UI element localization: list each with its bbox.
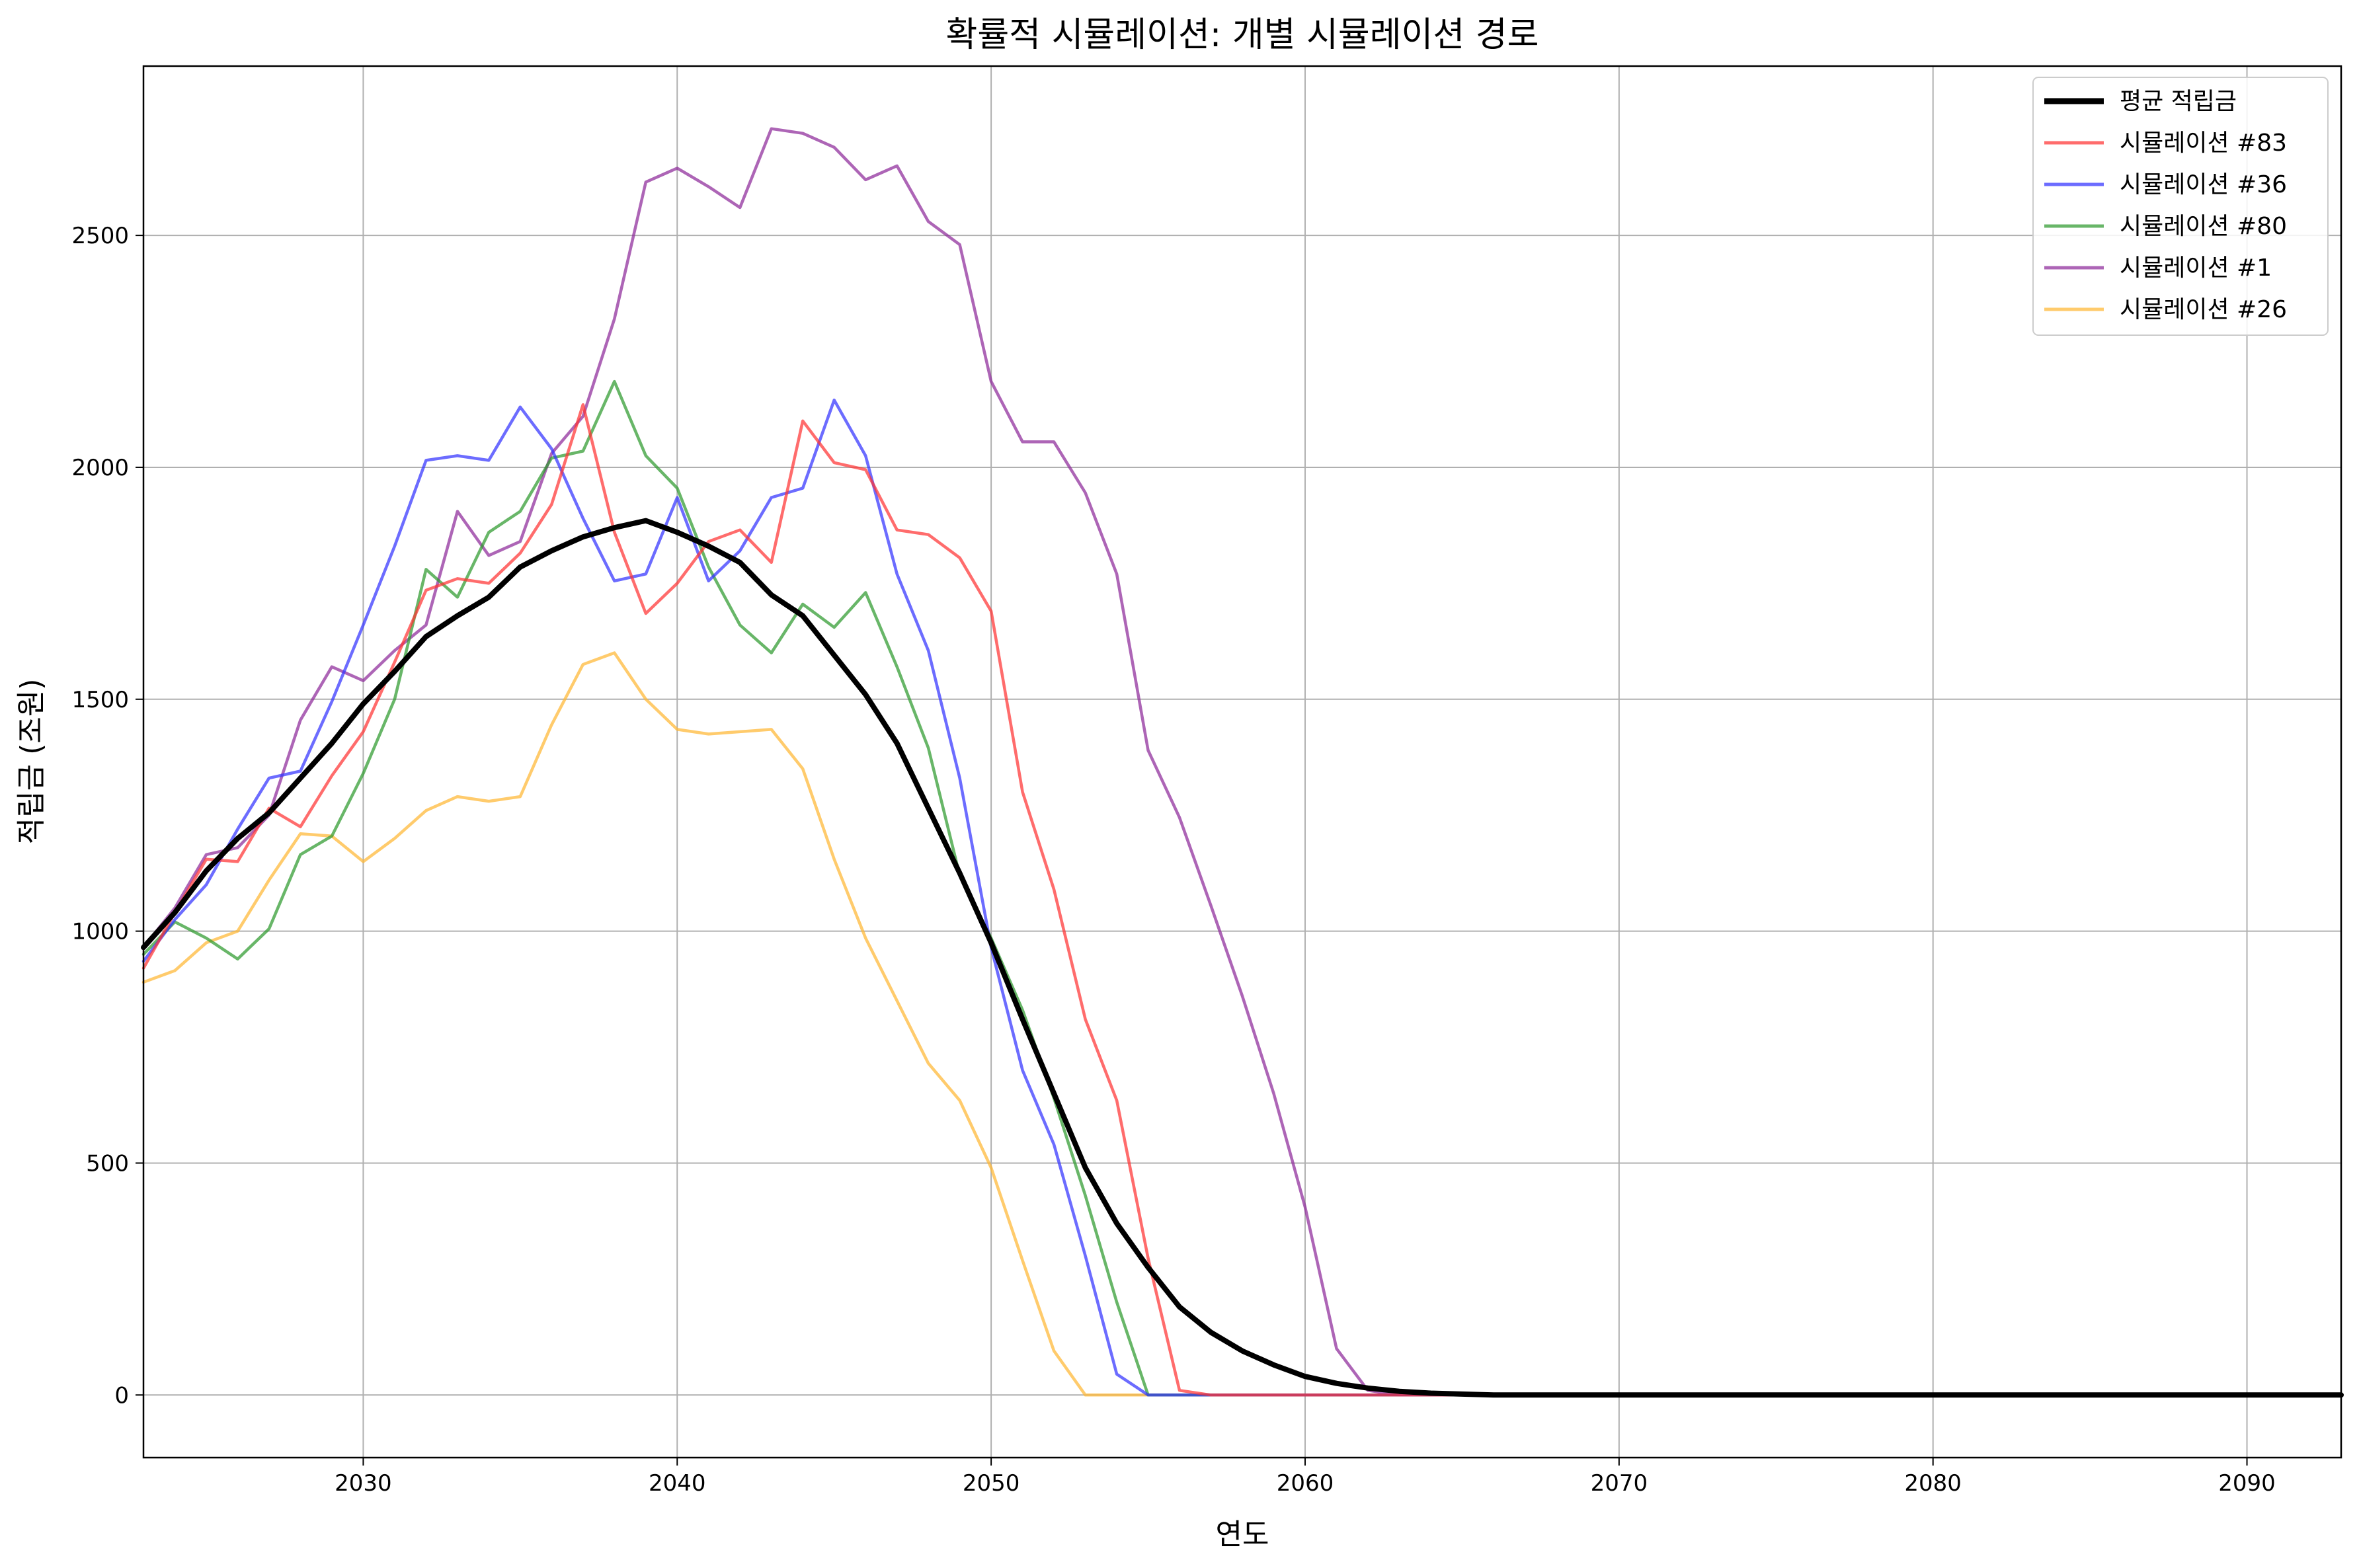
plot-frame bbox=[142, 65, 2342, 1459]
series-line-5 bbox=[141, 651, 2343, 1397]
y-tick-label: 1000 bbox=[71, 919, 129, 945]
series-line-0 bbox=[141, 518, 2344, 1398]
x-tick-label: 2050 bbox=[963, 1470, 1020, 1497]
x-tick-label: 2090 bbox=[2218, 1470, 2276, 1497]
y-tick-label: 0 bbox=[114, 1382, 129, 1409]
x-tick-label: 2040 bbox=[649, 1470, 706, 1497]
legend-label-5: 시뮬레이션 #26 bbox=[2120, 296, 2287, 323]
chart-title: 확률적 시뮬레이션: 개별 시뮬레이션 경로 bbox=[946, 15, 1539, 55]
legend-label-2: 시뮬레이션 #36 bbox=[2120, 171, 2287, 198]
series-line-1 bbox=[141, 403, 2343, 1397]
y-tick-label: 1500 bbox=[71, 687, 129, 713]
x-axis-title: 연도 bbox=[1216, 1518, 1269, 1551]
y-axis-ticks: 0 500 1000 1500 2000 2500 bbox=[71, 223, 143, 1409]
x-tick-label: 2030 bbox=[335, 1470, 392, 1497]
x-tick-label: 2080 bbox=[1904, 1470, 1962, 1497]
series-line-3 bbox=[141, 379, 2343, 1397]
x-tick-label: 2070 bbox=[1591, 1470, 1648, 1497]
legend-label-3: 시뮬레이션 #80 bbox=[2120, 213, 2287, 240]
x-axis-ticks: 2030 2040 2050 2060 2070 2080 2090 bbox=[335, 1458, 2276, 1497]
y-tick-label: 2500 bbox=[71, 223, 129, 249]
legend-label-0: 평균 적립금 bbox=[2120, 88, 2237, 115]
y-axis-title: 적립금 (조원) bbox=[15, 679, 48, 845]
legend-label-4: 시뮬레이션 #1 bbox=[2120, 255, 2272, 282]
series-line-2 bbox=[141, 398, 2343, 1397]
series-line-4 bbox=[141, 127, 2343, 1397]
series-lines bbox=[141, 127, 2344, 1398]
y-tick-label: 2000 bbox=[71, 455, 129, 481]
y-tick-label: 500 bbox=[86, 1150, 129, 1177]
grid bbox=[143, 66, 2341, 1458]
legend-box bbox=[2032, 77, 2329, 336]
legend-label-1: 시뮬레이션 #83 bbox=[2120, 130, 2287, 157]
x-tick-label: 2060 bbox=[1277, 1470, 1334, 1497]
